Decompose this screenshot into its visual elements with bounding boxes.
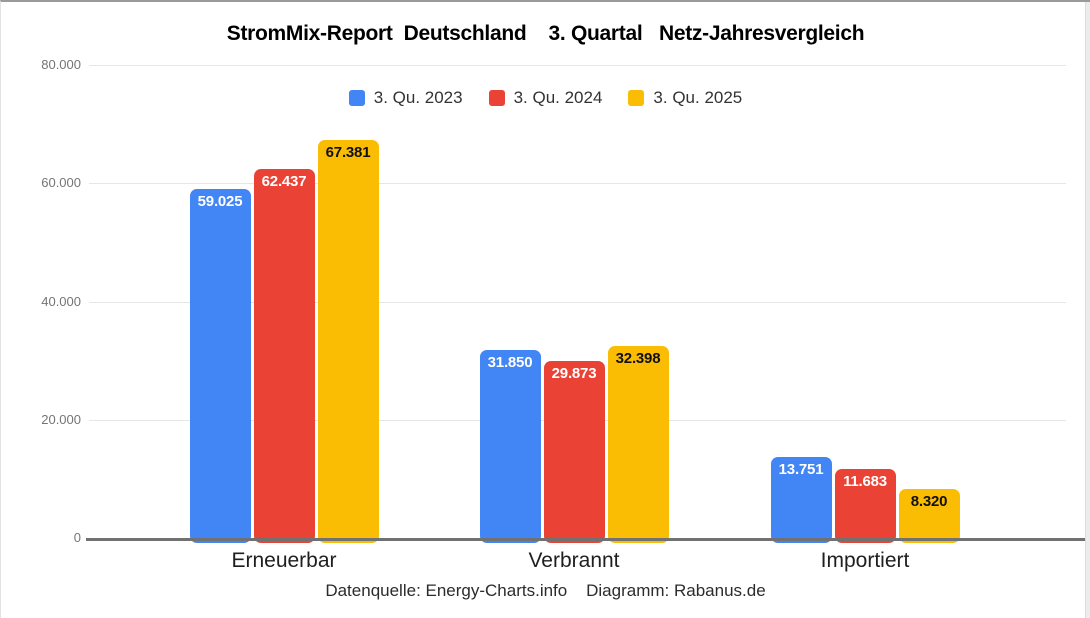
bar-value-label: 13.751: [778, 460, 824, 478]
y-tick-label: 80.000: [41, 57, 81, 72]
legend-item: 3. Qu. 2025: [628, 88, 742, 108]
gridline: [89, 65, 1066, 66]
chart-title: StromMix-Report Deutschland 3. Quartal N…: [226, 22, 865, 45]
legend-swatch-icon: [628, 90, 645, 106]
bar: 31.850: [479, 349, 541, 543]
legend-label: 3. Qu. 2025: [653, 88, 743, 107]
x-category-label: Verbrannt: [528, 549, 620, 572]
bar-value-label: 11.683: [843, 472, 887, 490]
y-tick-label: 40.000: [41, 293, 81, 309]
legend-swatch-icon: [488, 90, 505, 106]
bar-value-label: 29.873: [551, 365, 597, 383]
bar-value-label: 32.398: [615, 350, 661, 368]
bar-value-label: 59.025: [197, 193, 243, 210]
y-tick-label: 0: [73, 530, 81, 545]
chart-footer: Datenquelle: Energy-Charts.info Diagramm…: [325, 581, 766, 600]
y-tick-label: 20.000: [41, 411, 81, 427]
bar: 8.320: [898, 488, 960, 543]
bar: 11.683: [834, 468, 896, 543]
bar: 59.025: [189, 189, 251, 543]
legend-label: 3. Qu. 2024: [513, 88, 603, 107]
bar-value-label: 8.320: [910, 492, 948, 510]
x-category-label: Importiert: [820, 549, 910, 572]
bar: 62.437: [253, 168, 315, 543]
legend-swatch-icon: [348, 90, 365, 106]
gridline: [89, 301, 1066, 303]
bar-value-label: 62.437: [261, 172, 307, 190]
gridline: [89, 183, 1066, 185]
x-axis-baseline: [86, 537, 1085, 541]
chart-legend: 3. Qu. 2023 3. Qu. 2024 3. Qu. 2025: [1, 88, 1090, 108]
right-edge-strip: [1085, 2, 1090, 618]
bar: 67.381: [317, 139, 379, 543]
legend-item: 3. Qu. 2024: [488, 88, 603, 108]
y-tick-label: 60.000: [41, 175, 81, 191]
bar: 29.873: [543, 361, 605, 543]
bar-value-label: 31.850: [487, 353, 533, 371]
legend-label: 3. Qu. 2023: [373, 88, 463, 107]
bar-value-label: 67.381: [325, 143, 371, 161]
legend-item: 3. Qu. 2023: [348, 88, 463, 108]
bar: 32.398: [607, 346, 669, 543]
x-category-label: Erneuerbar: [231, 549, 337, 572]
bar: 13.751: [770, 456, 832, 543]
